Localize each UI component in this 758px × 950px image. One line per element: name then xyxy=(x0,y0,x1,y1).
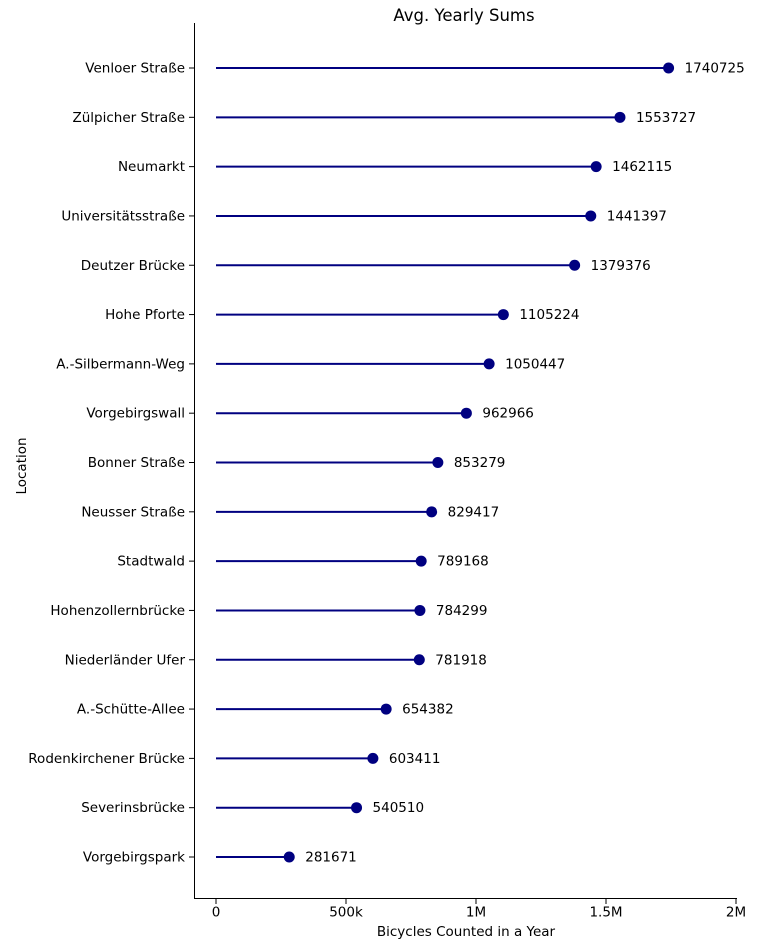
value-label: 1462115 xyxy=(612,159,672,175)
y-axis-label: Location xyxy=(14,437,30,494)
y-tick-label: A.-Schütte-Allee xyxy=(77,702,185,718)
y-tick-label: Hohe Pforte xyxy=(105,307,185,323)
value-label: 781918 xyxy=(435,652,487,668)
value-label: 853279 xyxy=(454,455,506,471)
data-point xyxy=(415,555,427,567)
y-tick-label: Deutzer Brücke xyxy=(81,258,185,274)
data-point xyxy=(497,309,509,321)
y-tick-label: Zülpicher Straße xyxy=(73,110,186,126)
value-label: 1441397 xyxy=(607,208,667,224)
x-tick-label: 0 xyxy=(212,905,221,921)
y-tick-label: Severinsbrücke xyxy=(81,800,185,816)
y-tick-label: Neusser Straße xyxy=(81,504,185,520)
value-label: 829417 xyxy=(448,504,500,520)
y-tick-label: Venloer Straße xyxy=(85,61,185,77)
value-label: 603411 xyxy=(389,751,441,767)
data-point xyxy=(590,161,602,173)
data-point xyxy=(413,654,425,666)
value-label: 654382 xyxy=(402,702,454,718)
data-point xyxy=(380,703,392,715)
y-tick-label: Niederländer Ufer xyxy=(65,652,186,668)
data-point xyxy=(283,851,295,863)
lollipop-series: 1740725 1553727 1462115 1441397 1379376 11052… xyxy=(216,61,745,866)
y-tick-label: Stadtwald xyxy=(117,554,185,570)
y-tick-label: Vorgebirgswall xyxy=(86,406,185,422)
value-label: 789168 xyxy=(437,554,489,570)
y-axis-ticks: Venloer Straße Zülpicher Straße Neumarkt Un… xyxy=(28,61,195,866)
data-point xyxy=(483,358,495,370)
value-label: 1740725 xyxy=(685,61,745,77)
data-point xyxy=(351,802,363,814)
value-label: 962966 xyxy=(482,406,534,422)
x-axis-label: Bicycles Counted in a Year xyxy=(377,924,556,940)
x-axis-ticks: 0 500k 1M 1.5M 2M xyxy=(212,898,746,921)
value-label: 1553727 xyxy=(636,110,696,126)
x-tick-label: 2M xyxy=(726,905,746,921)
data-point xyxy=(585,210,597,222)
data-point xyxy=(414,604,426,616)
y-tick-label: Bonner Straße xyxy=(88,455,185,471)
y-tick-label: Hohenzollernbrücke xyxy=(50,603,185,619)
x-tick-label: 1.5M xyxy=(589,905,622,921)
data-point xyxy=(426,506,438,518)
value-label: 1379376 xyxy=(591,258,651,274)
data-point xyxy=(614,111,626,123)
value-label: 281671 xyxy=(305,850,357,866)
x-tick-label: 500k xyxy=(329,905,363,921)
x-tick-label: 1M xyxy=(466,905,486,921)
chart-title: Avg. Yearly Sums xyxy=(393,6,534,25)
value-label: 540510 xyxy=(373,800,425,816)
y-tick-label: Rodenkirchener Brücke xyxy=(28,751,185,767)
y-tick-label: A.-Silbermann-Weg xyxy=(56,356,185,372)
y-tick-label: Universitätsstraße xyxy=(61,208,185,224)
y-tick-label: Vorgebirgspark xyxy=(83,850,185,866)
data-point xyxy=(663,62,675,74)
data-point xyxy=(432,457,444,468)
y-tick-label: Neumarkt xyxy=(118,159,185,175)
value-label: 1050447 xyxy=(505,356,565,372)
data-point xyxy=(367,752,379,764)
data-point xyxy=(460,407,472,419)
value-label: 784299 xyxy=(436,603,488,619)
data-point xyxy=(569,259,581,271)
value-label: 1105224 xyxy=(519,307,579,323)
